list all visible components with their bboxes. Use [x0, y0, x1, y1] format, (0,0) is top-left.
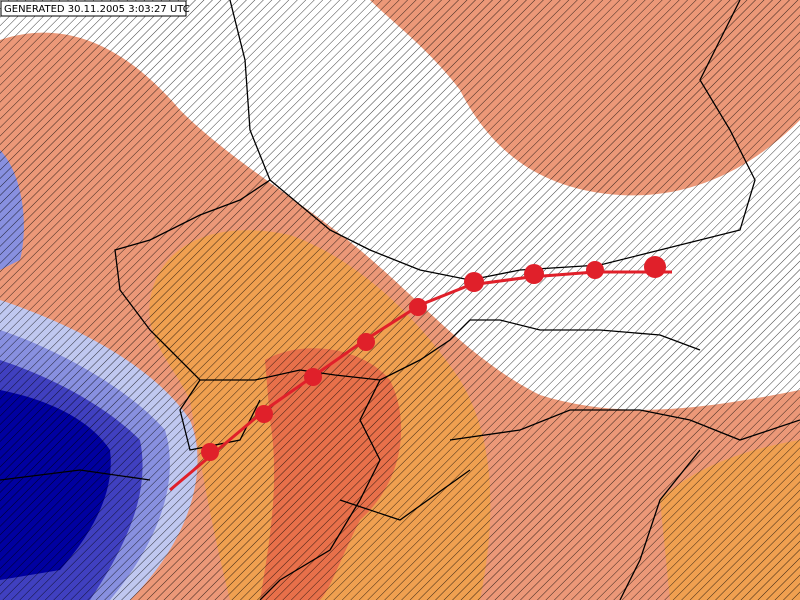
label-box: [0, 0, 187, 17]
generated-label: GENERATED 30.11.2005 3:03:27 UTC: [4, 4, 190, 15]
warm-front: [169, 256, 672, 492]
